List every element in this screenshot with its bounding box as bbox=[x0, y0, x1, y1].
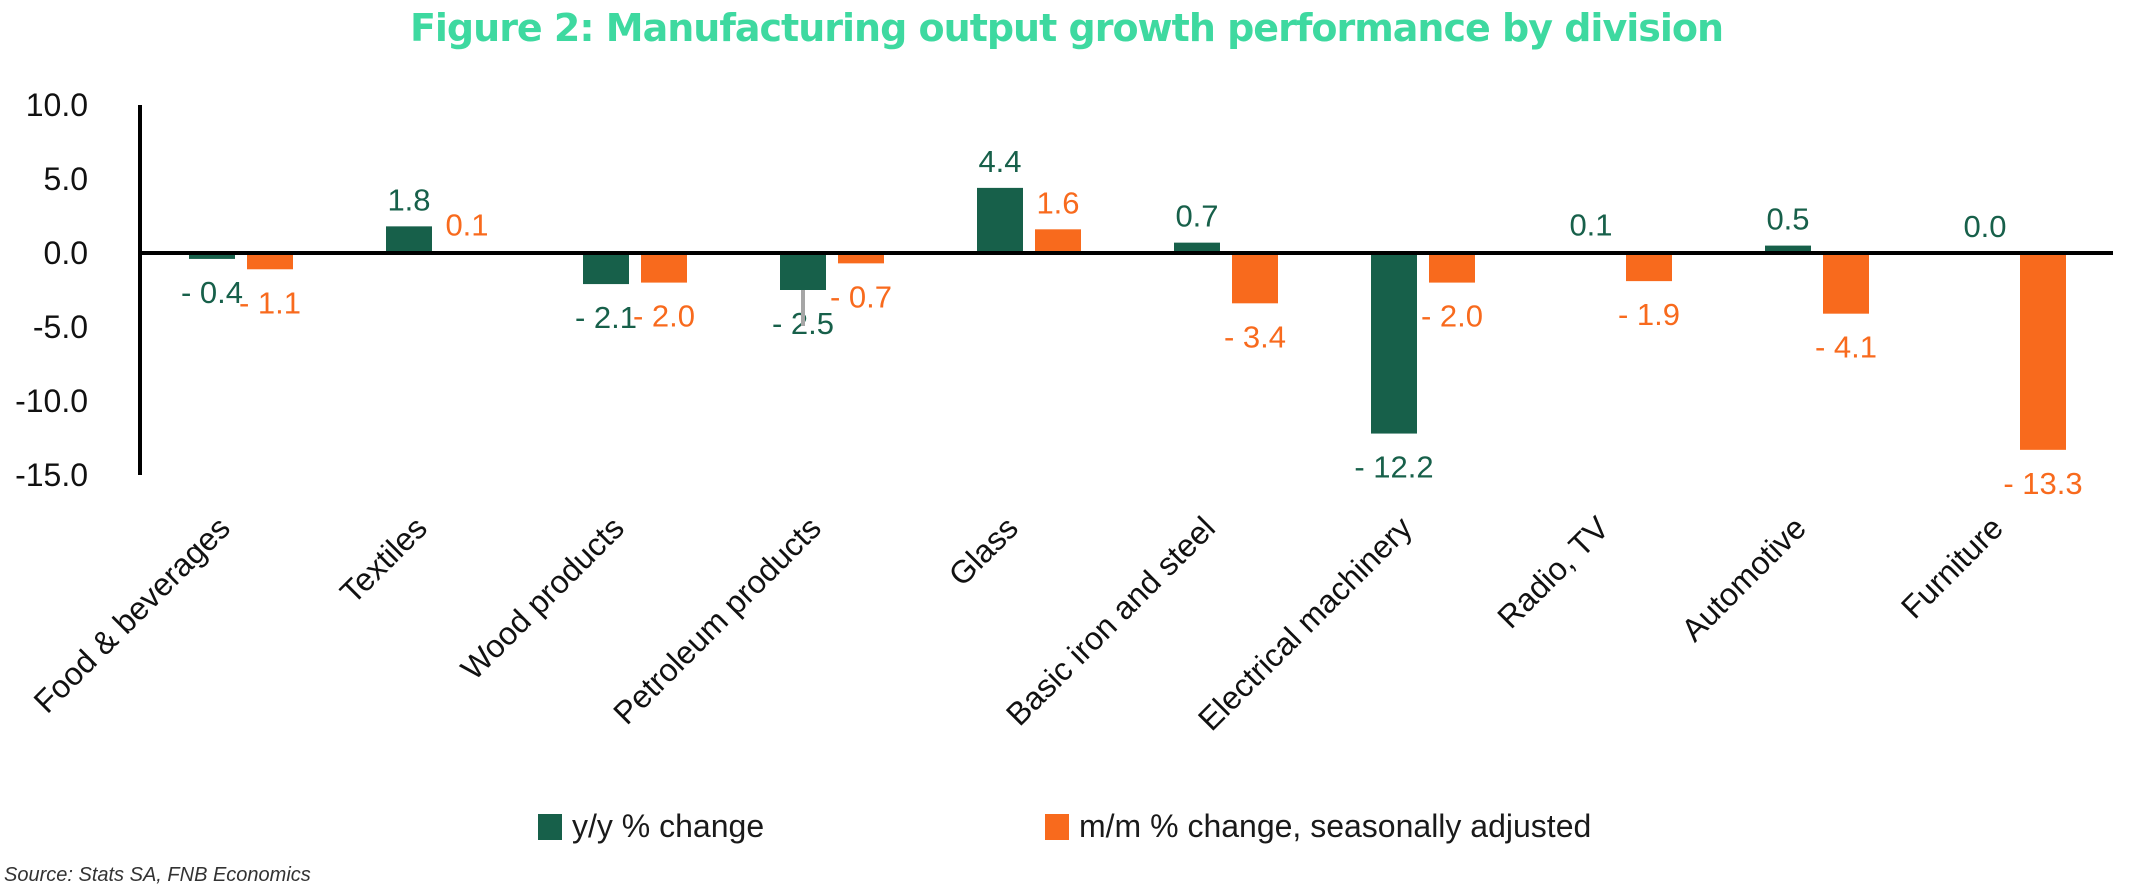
data-label-mm-5: - 3.4 bbox=[1224, 319, 1286, 354]
legend-label-mm: m/m % change, seasonally adjusted bbox=[1079, 808, 1592, 844]
category-labels-group: Food & beverages Textiles Wood productsPet… bbox=[27, 509, 2010, 737]
axes-group bbox=[138, 105, 2113, 475]
bar-yy-3 bbox=[780, 253, 826, 290]
bar-yy-4 bbox=[977, 187, 1023, 253]
data-label-yy-2: - 2.1 bbox=[575, 300, 637, 335]
category-label: Basic iron and steel bbox=[999, 509, 1222, 732]
bar-mm-6 bbox=[1429, 253, 1475, 283]
bar-mm-5 bbox=[1232, 253, 1278, 304]
category-label: Furniture bbox=[1894, 509, 2010, 625]
bar-mm-8 bbox=[1823, 253, 1869, 314]
data-label-mm-6: - 2.0 bbox=[1421, 299, 1483, 334]
data-label-mm-2: - 2.0 bbox=[633, 299, 695, 334]
data-label-mm-4: 1.6 bbox=[1036, 185, 1079, 220]
data-label-yy-0: - 0.4 bbox=[181, 275, 243, 310]
bar-mm-0 bbox=[247, 253, 293, 270]
legend-swatch-mm bbox=[1045, 813, 1069, 840]
bar-yy-6 bbox=[1371, 253, 1417, 434]
category-label: Petroleum products bbox=[606, 509, 828, 731]
legend-item-yy: y/y % change bbox=[538, 808, 764, 845]
category-label: Wood products bbox=[454, 509, 631, 686]
bar-yy-8 bbox=[1765, 245, 1811, 253]
bar-mm-2 bbox=[641, 253, 687, 283]
data-labels-group: - 0.41.8- 2.1- 2.54.40.7- 12.20.1 0.5 0.0-… bbox=[181, 144, 2083, 501]
y-tick-label: -15.0 bbox=[15, 457, 88, 493]
chart-title: Figure 2: Manufacturing output growth pe… bbox=[409, 6, 1724, 50]
data-label-mm-1: 0.1 bbox=[445, 208, 488, 243]
data-label-mm-7: - 1.9 bbox=[1618, 297, 1680, 332]
y-tick-label: -5.0 bbox=[33, 309, 88, 345]
bar-yy-1 bbox=[386, 226, 432, 253]
category-label: Textiles bbox=[333, 509, 434, 610]
y-tick-label: 10.0 bbox=[26, 87, 88, 123]
data-label-yy-1: 1.8 bbox=[387, 182, 430, 217]
bar-mm-9 bbox=[2020, 253, 2066, 450]
bar-yy-5 bbox=[1174, 242, 1220, 253]
legend-label-yy: y/y % change bbox=[572, 808, 765, 844]
data-label-yy-8: 0.5 bbox=[1766, 202, 1809, 237]
data-label-yy-6: - 12.2 bbox=[1354, 450, 1433, 485]
source-note: Source: Stats SA, FNB Economics bbox=[4, 864, 311, 886]
legend-swatch-yy bbox=[538, 813, 562, 840]
category-label: Glass bbox=[942, 509, 1025, 592]
category-label: Automotive bbox=[1674, 509, 1813, 648]
bar-mm-3 bbox=[838, 253, 884, 264]
bars-group bbox=[189, 187, 2066, 450]
legend: y/y % change m/m % change, seasonally ad… bbox=[0, 808, 2133, 848]
data-label-mm-8: - 4.1 bbox=[1815, 330, 1877, 365]
data-label-yy-9: 0.0 bbox=[1963, 209, 2006, 244]
data-label-yy-5: 0.7 bbox=[1175, 199, 1218, 234]
data-label-mm-3: - 0.7 bbox=[830, 279, 892, 314]
bar-yy-0 bbox=[189, 253, 235, 259]
bar-mm-7 bbox=[1626, 253, 1672, 282]
data-label-mm-9: - 13.3 bbox=[2003, 466, 2082, 501]
data-label-mm-0: - 1.1 bbox=[239, 285, 301, 320]
data-label-yy-4: 4.4 bbox=[978, 144, 1021, 179]
y-tick-labels-group: 10.0 5.0 0.0 -5.0 -10.0 -15.0 bbox=[15, 87, 88, 493]
data-label-yy-7: 0.1 bbox=[1569, 208, 1612, 243]
y-tick-label: -10.0 bbox=[15, 383, 88, 419]
legend-item-mm: m/m % change, seasonally adjusted bbox=[1045, 808, 1591, 845]
y-tick-label: 0.0 bbox=[44, 235, 88, 271]
bar-yy-2 bbox=[583, 253, 629, 285]
category-label: Radio, TV bbox=[1490, 509, 1616, 635]
category-label: Food & beverages bbox=[27, 509, 237, 719]
y-tick-label: 5.0 bbox=[44, 161, 88, 197]
bar-mm-4 bbox=[1035, 229, 1081, 253]
category-label: Electrical machinery bbox=[1191, 509, 1419, 737]
